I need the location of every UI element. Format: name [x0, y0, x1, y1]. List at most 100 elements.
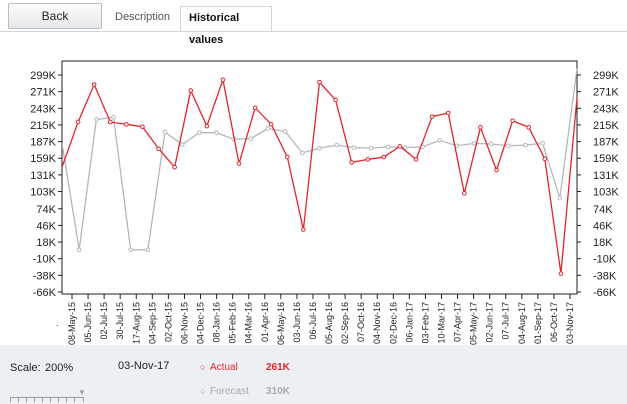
data-point-actual — [317, 79, 322, 85]
data-point-actual — [462, 191, 467, 196]
data-point-actual — [349, 160, 354, 165]
y-tick-label-right: 18K — [593, 237, 613, 249]
x-tick-label: 05-Aug-16 — [324, 302, 334, 344]
y-tick-label-right: -66K — [593, 287, 617, 299]
data-point-forecast — [300, 150, 305, 156]
x-tick-label: 01-Sep-17 — [533, 302, 543, 344]
y-tick-label-left: 187K — [30, 137, 56, 149]
y-tick-label-left: 103K — [30, 187, 56, 199]
data-point-forecast — [265, 126, 271, 131]
x-tick-label: 02-Jul-15 — [99, 302, 109, 340]
data-point-actual — [301, 227, 306, 232]
x-tick-label: 06-Nov-15 — [179, 302, 189, 344]
data-point-forecast — [437, 138, 442, 143]
y-tick-label-right: 74K — [593, 204, 613, 216]
scale-slider-thumb-icon[interactable]: ▼ — [78, 388, 86, 397]
data-point-forecast — [557, 195, 563, 201]
data-point-actual — [91, 82, 97, 87]
data-point-forecast — [540, 141, 545, 146]
data-point-actual — [397, 144, 403, 149]
data-point-actual — [107, 119, 113, 125]
data-point-actual — [220, 77, 226, 83]
y-tick-label-left: 131K — [30, 170, 56, 182]
toolbar: Back Description Historical values — [0, 0, 627, 46]
data-point-actual — [172, 164, 177, 170]
data-point-forecast — [214, 130, 219, 135]
plot-frame — [61, 60, 578, 295]
data-point-actual — [510, 118, 515, 124]
data-point-forecast — [94, 117, 99, 122]
y-tick-label-right: 159K — [593, 153, 619, 165]
x-tick-label: 05-Jun-15 — [83, 302, 93, 343]
y-tick-label-left: 159K — [30, 153, 56, 165]
scale-value: 200% — [45, 362, 74, 374]
data-point-actual — [188, 88, 194, 93]
tab-historical-values[interactable]: Historical values — [180, 6, 272, 46]
y-tick-label-right: 215K — [593, 120, 619, 132]
data-point-actual — [526, 125, 532, 130]
y-tick-label-left: 243K — [30, 103, 56, 115]
y-tick-label-left: 215K — [30, 120, 56, 132]
y-tick-label-left: 18K — [36, 237, 56, 249]
data-point-actual — [494, 167, 499, 173]
x-tick-label: 07-Apr-17 — [453, 302, 463, 342]
legend-actual-label: Actual — [210, 362, 238, 373]
tab-description[interactable]: Description — [115, 11, 171, 23]
data-point-actual — [381, 154, 387, 160]
data-point-forecast — [179, 142, 185, 147]
data-point-actual — [268, 122, 274, 127]
x-tick-label: 30-Jul-15 — [115, 302, 125, 340]
y-tick-label-left: 46K — [36, 220, 56, 232]
x-tick-label: 08-May-15 — [67, 302, 77, 345]
data-point-actual — [236, 161, 242, 166]
data-point-forecast — [351, 145, 357, 150]
x-tick-label: 04-Nov-16 — [372, 302, 382, 344]
data-point-actual — [285, 154, 290, 160]
scale-label: Scale: — [10, 362, 41, 374]
data-point-actual — [252, 105, 258, 110]
x-tick-label: 07-Oct-16 — [356, 302, 366, 342]
y-tick-label-right: 187K — [593, 137, 619, 149]
back-button[interactable]: Back — [8, 3, 102, 29]
x-tick-label: 06-Oct-17 — [549, 302, 559, 342]
x-tick-label: 10-Mar-17 — [436, 302, 446, 344]
y-tick-label-left: -10K — [33, 254, 57, 266]
x-tick-label: 04-Mar-16 — [244, 302, 254, 344]
data-point-actual — [204, 123, 210, 129]
data-point-actual — [413, 157, 419, 162]
data-point-forecast — [282, 129, 288, 134]
y-tick-label-left: 74K — [36, 204, 56, 216]
data-point-forecast — [403, 145, 408, 150]
y-tick-label-left: 271K — [30, 87, 56, 99]
data-point-forecast — [248, 136, 254, 141]
x-tick-label: 06-Jan-17 — [404, 302, 414, 343]
historical-chart[interactable]: 299K 299K 271K 271K 243K 243K 215K 215K 187K 187K… — [0, 33, 627, 345]
x-tick-label: 04-Aug-17 — [517, 302, 527, 344]
footer-panel: Scale: 200% 03-Nov-17 ○ Actual 261K ○ Fo… — [0, 345, 627, 404]
data-point-actual — [140, 124, 145, 130]
x-tick-label: 08-Jan-16 — [212, 302, 222, 343]
x-tick-label: 02-Dec-16 — [388, 302, 398, 344]
legend-forecast-value: 310K — [266, 386, 290, 397]
legend-forecast-label: Forecast — [210, 386, 249, 397]
x-tick-label: 03-Nov-17 — [565, 302, 575, 344]
data-point-forecast — [368, 145, 374, 151]
data-point-forecast — [317, 145, 322, 151]
y-tick-label-right: 131K — [593, 170, 619, 182]
scale-slider-track[interactable] — [10, 397, 84, 403]
x-tick-label: 02-Sep-16 — [340, 302, 350, 344]
x-tick-label: 06-Jul-16 — [308, 302, 318, 340]
x-tick-label: 04-Dec-15 — [196, 302, 206, 344]
x-tick-label: 02-Oct-15 — [163, 302, 173, 342]
selected-date: 03-Nov-17 — [118, 360, 170, 372]
data-point-actual — [542, 156, 548, 162]
y-tick-label-right: 271K — [593, 87, 619, 99]
y-tick-label-right: -10K — [593, 254, 617, 266]
data-point-forecast — [145, 247, 151, 253]
x-axis-marker: . — [56, 318, 59, 328]
data-point-actual — [558, 271, 564, 276]
tab-divider — [0, 31, 627, 32]
data-point-forecast — [111, 114, 116, 120]
data-point-actual — [478, 125, 483, 130]
data-point-actual — [365, 157, 371, 162]
